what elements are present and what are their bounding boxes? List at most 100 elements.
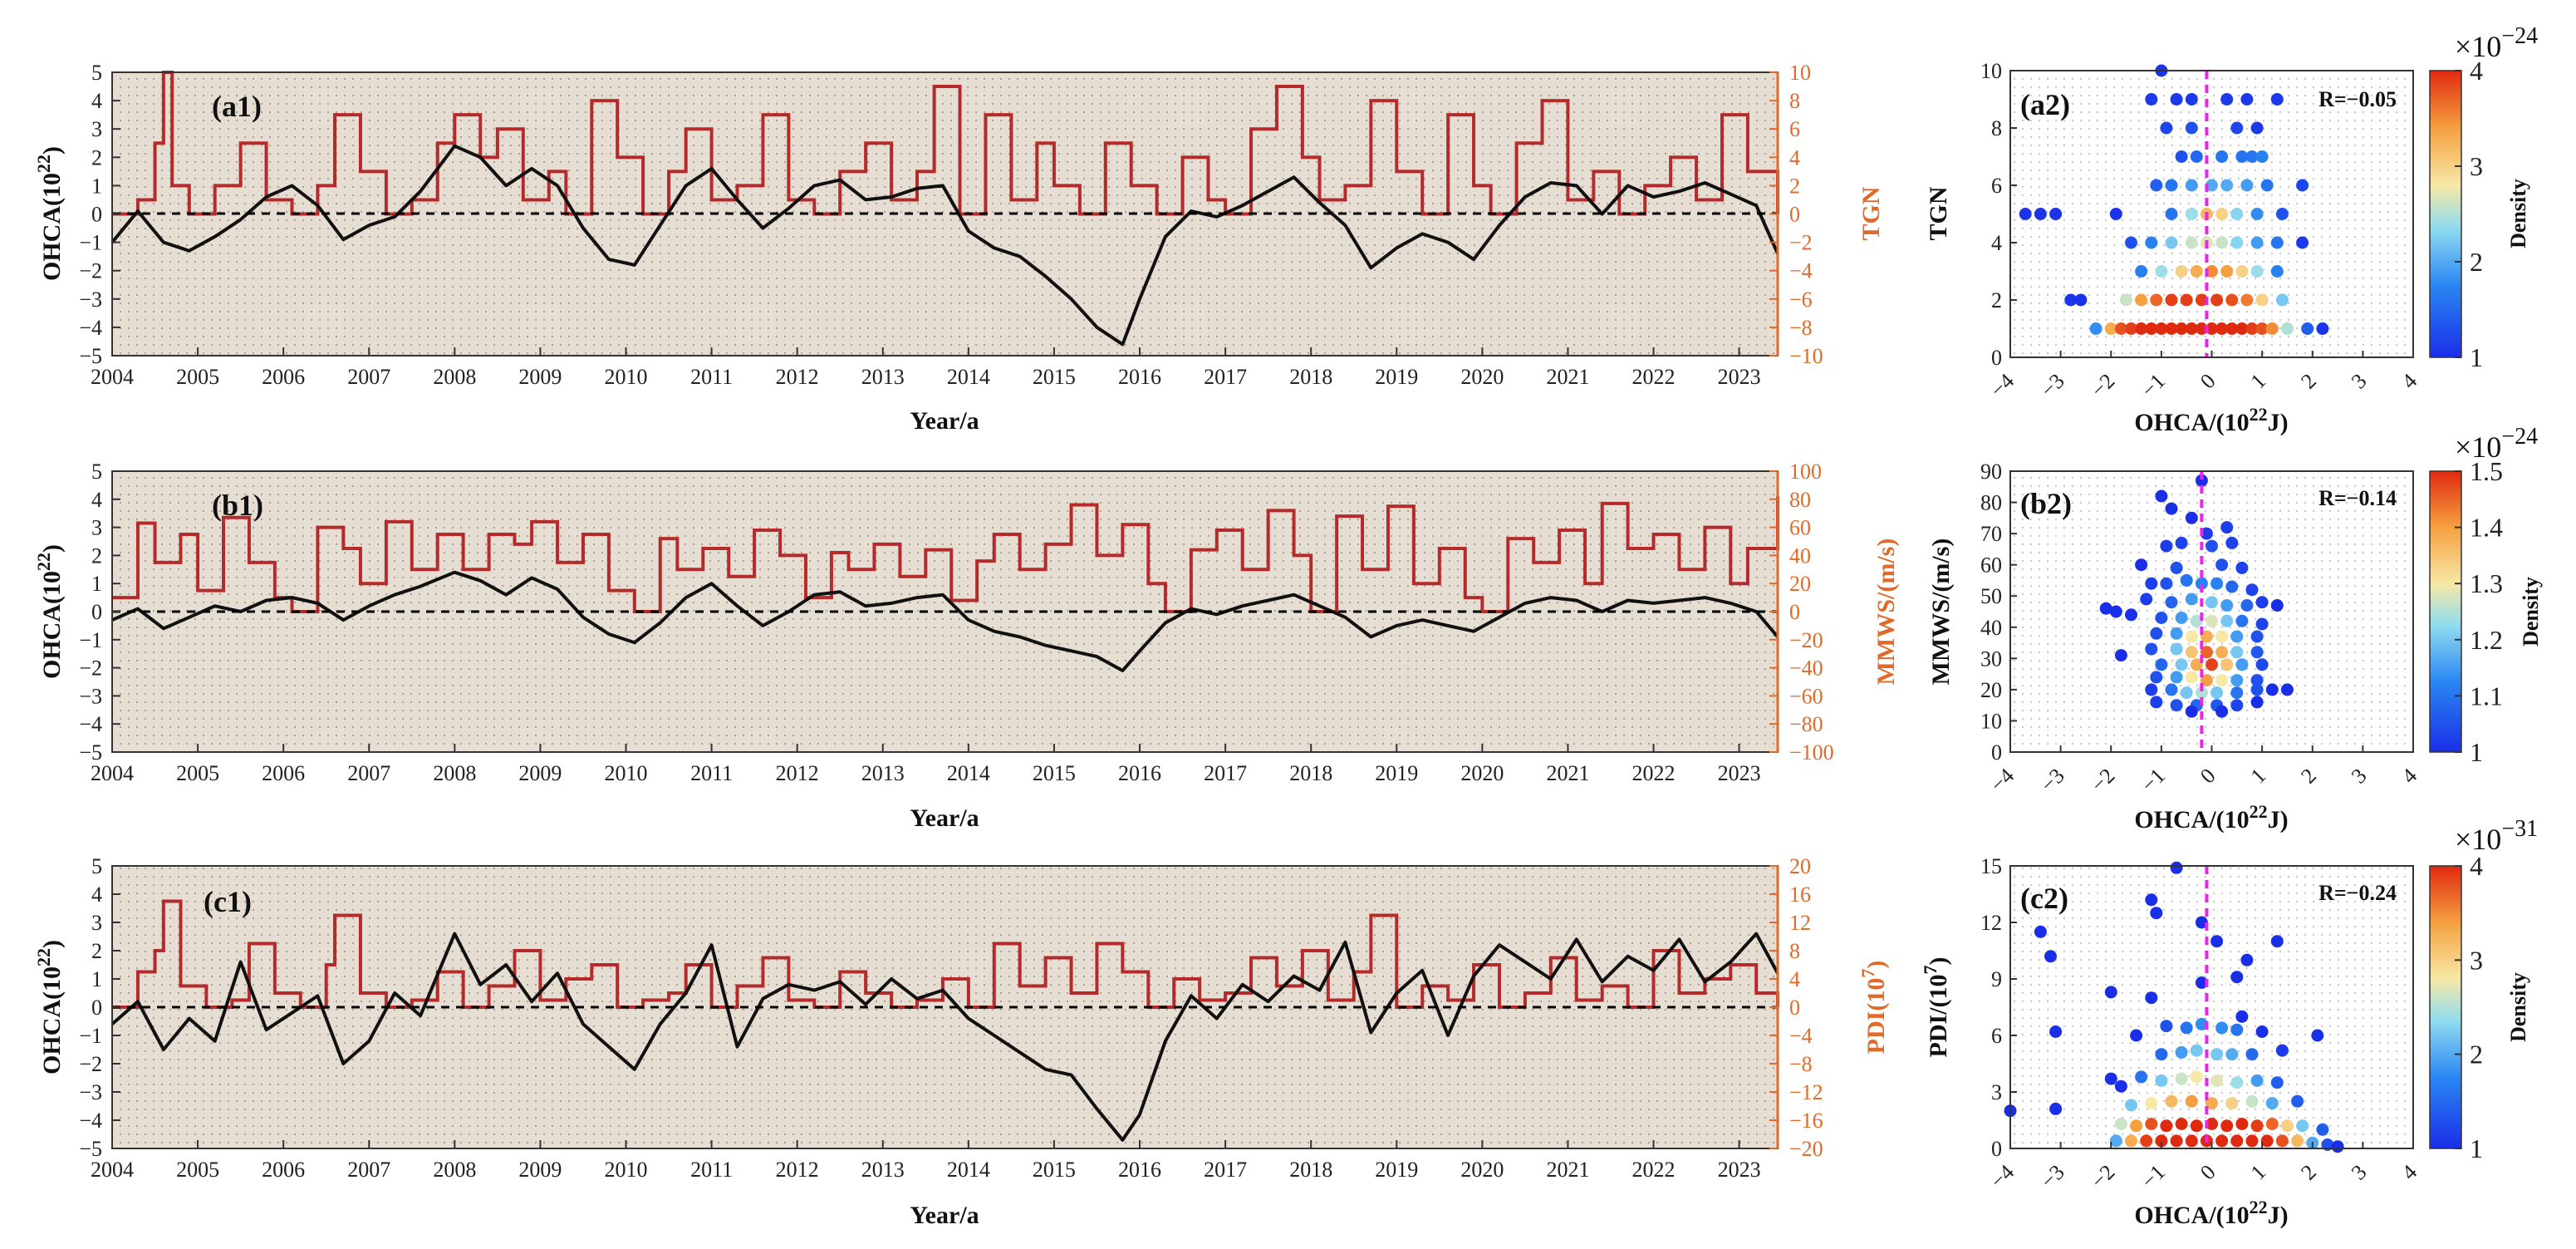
c1-x-tick-label: 2021 [1546,1158,1589,1182]
a1-series-tgn [112,71,1779,216]
b1-x-tick-label: 2006 [262,761,305,785]
b2-point [2280,683,2294,696]
c2-point [2130,1029,2143,1042]
b2-x-ticks: −4 −3 −2 −1 0 1 2 3 4 [1985,745,2421,797]
c1-left-tick-label: 5 [91,854,102,878]
a2-point [2220,265,2234,278]
c1-x-tick-label: 2020 [1460,1158,1504,1182]
a2-point [2296,179,2309,192]
a2-points [2019,64,2329,335]
b2-point [2235,658,2249,671]
b1-x-tick-label: 2009 [518,761,562,785]
c1-right-tick-label: −8 [1789,1052,1813,1076]
b2-point [2230,630,2244,643]
b2-point [2170,671,2183,684]
a1-x-tick-label: 2012 [776,365,819,389]
b2-point [2250,646,2264,659]
b1-x-tick-label: 2008 [433,761,476,785]
c2-point [2230,1134,2244,1148]
b2-y-tick-label: 20 [1980,678,2002,702]
a2-point [2165,322,2178,335]
a2-point [2145,236,2158,249]
c1-x-tick-label: 2008 [433,1158,476,1182]
c2-colorbar-tick-label: 4 [2470,851,2483,881]
b1-x-tick-label: 2004 [91,761,134,785]
b2-point [2195,686,2208,700]
a2-point [2260,179,2274,192]
a1-x-tick-label: 2011 [690,365,733,389]
b2-point [2185,511,2198,524]
b2-point [2200,646,2213,659]
c2-x-ticks: −4 −3 −2 −1 0 1 2 3 4 [1985,1142,2421,1193]
c1-right-tick-label: 0 [1789,996,1800,1020]
a1-left-tick-label: −1 [79,231,102,255]
b2-point [2250,696,2264,709]
c1-x-tick-label: 2017 [1204,1158,1247,1182]
a2-y-tick-label: 2 [1991,288,2002,312]
c1-x-tick-label: 2004 [91,1158,134,1182]
b2-point [2210,686,2224,700]
a2-point [2034,208,2047,220]
c2-x-tick-label: −3 [2036,1160,2069,1193]
c2-point [2049,1025,2063,1038]
b2-point [2145,577,2158,590]
a2-point [2195,322,2208,335]
b1-left-tick-label: 2 [91,543,102,568]
a2-point [2170,93,2183,106]
a2-point [2195,293,2208,307]
b2-colorbar-exponent: ×10−24 [2455,424,2538,464]
a1-left-tick-label: −2 [79,259,102,283]
c1-left-ticks: 5 4 3 2 1 0 −1 −2 −3 −4 −5 [79,854,120,1161]
a2-x-tick-label: 0 [2196,369,2220,394]
c2-x-tick-label: −4 [1985,1160,2019,1193]
c2-colorbar [2429,865,2462,1149]
b2-point [2220,658,2234,671]
c2-x-label: OHCA/(1022J) [2134,1197,2288,1229]
a2-point [2240,93,2254,106]
b2-y-tick-label: 40 [1980,616,2002,640]
a1-left-tick-label: −4 [79,316,102,340]
b1-left-tick-label: −5 [79,740,102,765]
c2-point [2210,1048,2224,1061]
a1-x-tick-label: 2015 [1033,365,1076,389]
c2-points [2004,861,2344,1153]
a2-point [2210,293,2224,307]
c2-point [2185,1134,2198,1148]
c2-point [2245,1134,2259,1148]
c1-panel-label: (c1) [204,885,252,918]
b2-point [2230,686,2244,700]
a2-point [2150,179,2163,192]
a2-x-tick-label: −3 [2036,369,2069,402]
a2-point [2255,293,2269,307]
c1-left-tick-label: −2 [79,1052,102,1076]
b2-point [2175,612,2188,624]
c2-colorbar-label: Density [2506,972,2530,1042]
a2-point [2245,322,2259,335]
b2-point [2180,686,2193,700]
a2-r-annotation: R=−0.05 [2318,87,2397,111]
a2-colorbar-ticks: 4 3 2 1 [2455,56,2483,372]
b1-left-tick-label: −2 [79,656,102,681]
c1-right-tick-label: 4 [1789,967,1800,991]
c1-left-tick-label: 1 [91,967,102,991]
a2-point [2135,265,2148,278]
c2-point [2195,916,2208,929]
c1-left-tick-label: −4 [79,1109,102,1133]
a2-point [2206,265,2218,278]
c2-point [2291,1094,2304,1108]
a2-point [2109,208,2122,220]
c1-right-tick-label: −16 [1789,1109,1823,1133]
c1-x-tick-label: 2012 [776,1158,819,1182]
a2-point [2270,236,2284,249]
b2-point [2185,593,2198,606]
c2-point [2170,1134,2183,1148]
a1-x-tick-label: 2007 [347,365,390,389]
b1-x-tick-label: 2015 [1033,761,1076,785]
a2-point [2215,150,2229,163]
c1-left-line [110,932,1779,1142]
b2-point [2215,674,2229,687]
b2-x-tick-label: −4 [1985,764,2019,797]
c2-point [2160,1119,2173,1133]
